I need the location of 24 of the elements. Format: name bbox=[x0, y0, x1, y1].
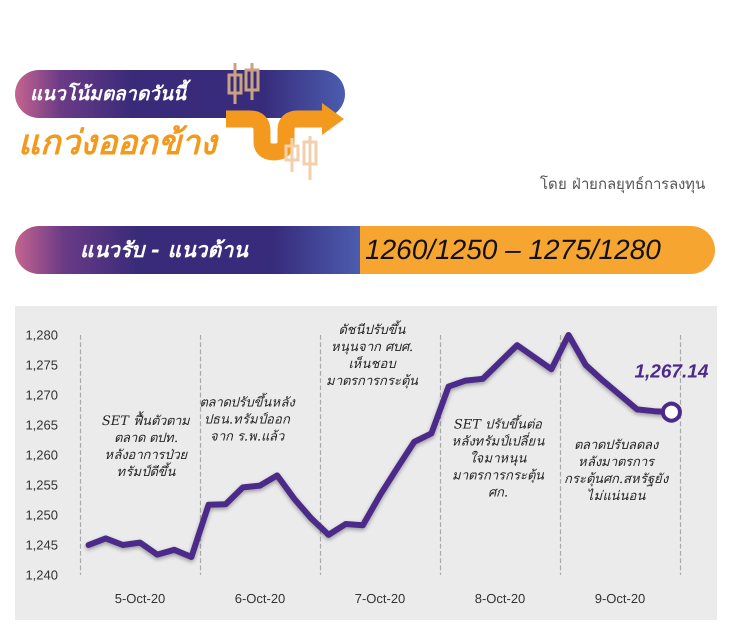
y-tick-label: 1,280 bbox=[25, 328, 58, 342]
x-tick-label: 8-Oct-20 bbox=[474, 591, 526, 606]
y-tick-label: 1,250 bbox=[25, 508, 58, 522]
text: 1260/1250 – 1275/1280 bbox=[365, 233, 661, 267]
annotation: ดัชนีปรับขึ้น หนุนจาก ศบศ. เห็นชอบ มาตรการกระตุ้น bbox=[326, 320, 419, 389]
x-tick-label: 5-Oct-20 bbox=[114, 591, 166, 606]
x-tick-label: 6-Oct-20 bbox=[234, 591, 286, 606]
annotation: SET ปรับขึ้นต่อ หลังทรัมป์เปลี่ยน ใจมาหนุน มาตรการกระตุ้น ศก. bbox=[452, 414, 546, 500]
x-tick-label: 7-Oct-20 bbox=[354, 591, 406, 606]
annotation: SET ฟื้นตัวตาม ตลาด ตปท. หลังอาการป่วย ทรัมป์ดีขึ้น bbox=[102, 411, 192, 480]
x-tick-label: 9-Oct-20 bbox=[594, 591, 646, 606]
y-tick-label: 1,270 bbox=[25, 388, 58, 402]
y-tick-label: 1,275 bbox=[25, 358, 58, 372]
text: โดย ฝ่ายกลยุทธ์การลงทุน bbox=[540, 174, 705, 194]
text: แนวรับ - แนวต้าน bbox=[80, 237, 248, 264]
annotation: ตลาดปรับขึ้นหลัง ปธน.ทรัมป์ออก จาก ร.พ.แล้ว bbox=[200, 392, 296, 444]
y-tick-label: 1,265 bbox=[25, 418, 58, 432]
data-label: 1,267.14 bbox=[634, 362, 709, 383]
y-tick-label: 1,245 bbox=[25, 538, 58, 552]
y-tick-label: 1,260 bbox=[25, 448, 58, 462]
chart-subtitle: แกว่งออกข้าง bbox=[18, 122, 217, 165]
annotation: ตลาดปรับลดลง หลังมาตรการ กระตุ้นศก.สหรัฐยัง ไม่แน่นอน bbox=[564, 438, 670, 504]
y-tick-label: 1,240 bbox=[25, 568, 58, 582]
y-tick-label: 1,255 bbox=[25, 478, 58, 492]
